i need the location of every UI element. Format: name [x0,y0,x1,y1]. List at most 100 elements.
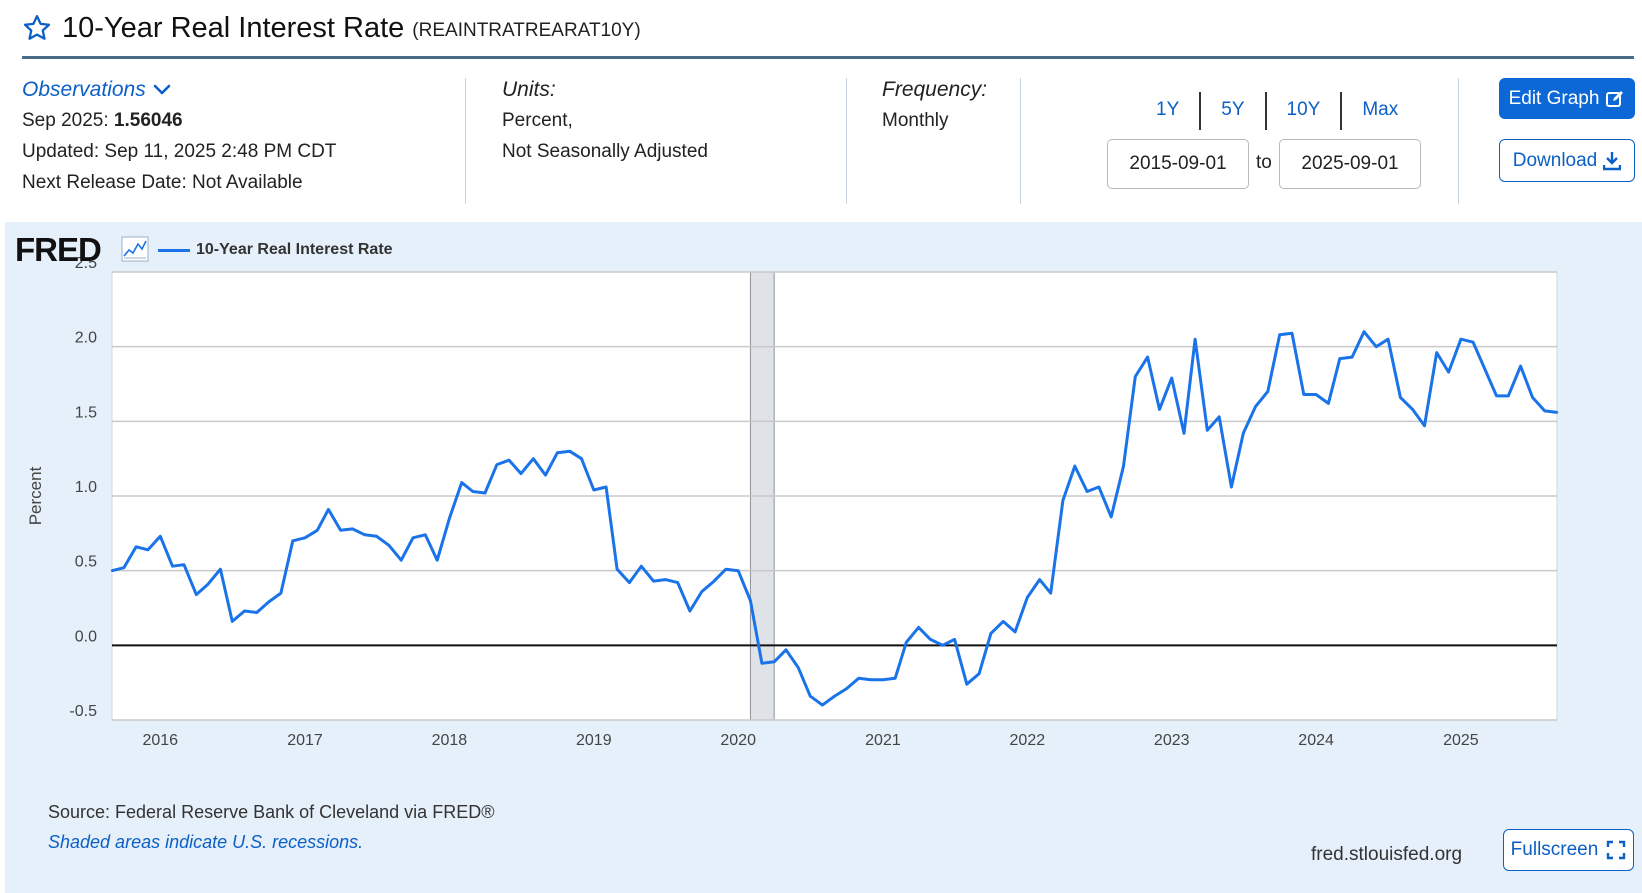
data-point [134,545,138,548]
data-point [1375,345,1378,348]
range-1y-button[interactable]: 1Y [1156,99,1180,120]
data-point [327,508,330,511]
x-tick-label: 2020 [720,732,756,749]
line-chart[interactable]: -0.5 0.0 0.5 1.0 1.5 2.0 2.5 2016 2017 2018 2019 20… [5,222,1642,802]
data-point [688,609,692,613]
observations-panel: Observations Sep 2025: 1.56046 Updated: … [22,74,336,198]
data-point [1543,409,1546,413]
data-point [1447,370,1450,374]
chart-icon [121,236,149,262]
data-point [592,488,595,492]
observations-dropdown[interactable]: Observations [22,74,336,105]
chart-legend: 10-Year Real Interest Rate [158,241,393,259]
fullscreen-button[interactable]: Fullscreen [1503,829,1634,871]
y-tick-label: 1.5 [75,404,97,421]
x-tick-label: 2018 [432,732,468,749]
data-point [676,581,679,584]
edit-icon [1606,90,1624,107]
data-point [784,648,788,652]
data-point [749,599,752,602]
data-point [1182,432,1186,435]
data-point [146,548,150,551]
range-buttons: 1Y 5Y 10Y Max [1136,92,1418,130]
latest-value: 1.56046 [113,110,183,131]
data-point [435,559,439,562]
units-label: Units: [502,78,556,101]
data-point [700,590,703,593]
start-date-input[interactable] [1107,139,1249,189]
data-point [460,481,463,484]
range-divider [1199,92,1202,130]
data-point [628,581,631,584]
data-point [556,451,559,454]
data-point [1217,415,1221,419]
site-domain: fred.stlouisfed.org [1311,844,1463,865]
data-point [894,676,897,680]
data-point [905,641,908,644]
data-point [1085,490,1089,493]
legend-label: 10-Year Real Interest Rate [196,241,393,258]
range-10y-button[interactable]: 10Y [1286,99,1321,120]
data-point [736,569,740,572]
data-point [110,569,114,572]
download-icon [1603,151,1622,170]
x-tick-label: 2023 [1154,732,1190,749]
data-point [833,694,836,698]
recession-note-link[interactable]: Shaded areas indicate U.S. recessions. [48,832,364,852]
data-point [195,593,198,596]
y-tick-label: 2.5 [75,255,97,272]
data-point [1555,411,1559,414]
edit-graph-button[interactable]: Edit Graph [1499,78,1635,119]
range-5y-button[interactable]: 5Y [1221,99,1245,120]
data-point [495,463,499,466]
data-point [881,678,885,681]
data-point [797,666,800,669]
download-label: Download [1512,149,1598,171]
fullscreen-label: Fullscreen [1510,839,1599,860]
y-tick-label: 2.0 [75,330,97,347]
x-tick-label: 2019 [576,732,612,749]
data-point [1266,390,1270,393]
data-point [507,458,511,462]
data-point [206,582,210,586]
graph-panel: -0.5 0.0 0.5 1.0 1.5 2.0 2.5 2016 2017 2018 2019 20… [5,222,1642,893]
data-point [568,450,571,453]
data-point [339,529,342,532]
data-point [664,578,667,581]
data-point [1519,364,1522,368]
data-point [989,632,993,635]
column-divider [846,78,847,204]
data-point [1471,340,1475,344]
frequency-value: Monthly [882,110,949,131]
title-divider [22,56,1634,59]
data-point [411,536,415,540]
data-point [1507,394,1510,398]
data-point [1327,402,1330,405]
star-icon[interactable] [22,13,52,43]
edit-graph-label: Edit Graph [1508,87,1600,109]
range-max-button[interactable]: Max [1362,99,1399,120]
chevron-down-icon [153,84,171,94]
data-point [1278,333,1281,336]
data-point [857,676,861,680]
data-point [953,638,956,641]
x-tick-label: 2017 [287,732,323,749]
data-point [821,703,824,707]
data-point [544,473,547,477]
x-tick-label: 2016 [142,732,178,749]
data-point [652,579,655,583]
data-point [424,533,427,537]
title-row: 10-Year Real Interest Rate (REAINTRATREA… [22,8,641,48]
data-point [869,678,872,681]
download-button[interactable]: Download [1499,139,1635,182]
frequency-panel: Frequency: Monthly [882,74,987,136]
data-point [399,559,403,562]
units-panel: Units: Percent, Not Seasonally Adjusted [502,74,708,167]
data-point [1386,338,1390,341]
y-tick-label: 1.0 [75,479,97,496]
data-point [1399,396,1402,399]
data-point [1109,515,1113,519]
data-point [1362,330,1366,333]
data-point [483,491,487,495]
end-date-input[interactable] [1279,139,1421,189]
